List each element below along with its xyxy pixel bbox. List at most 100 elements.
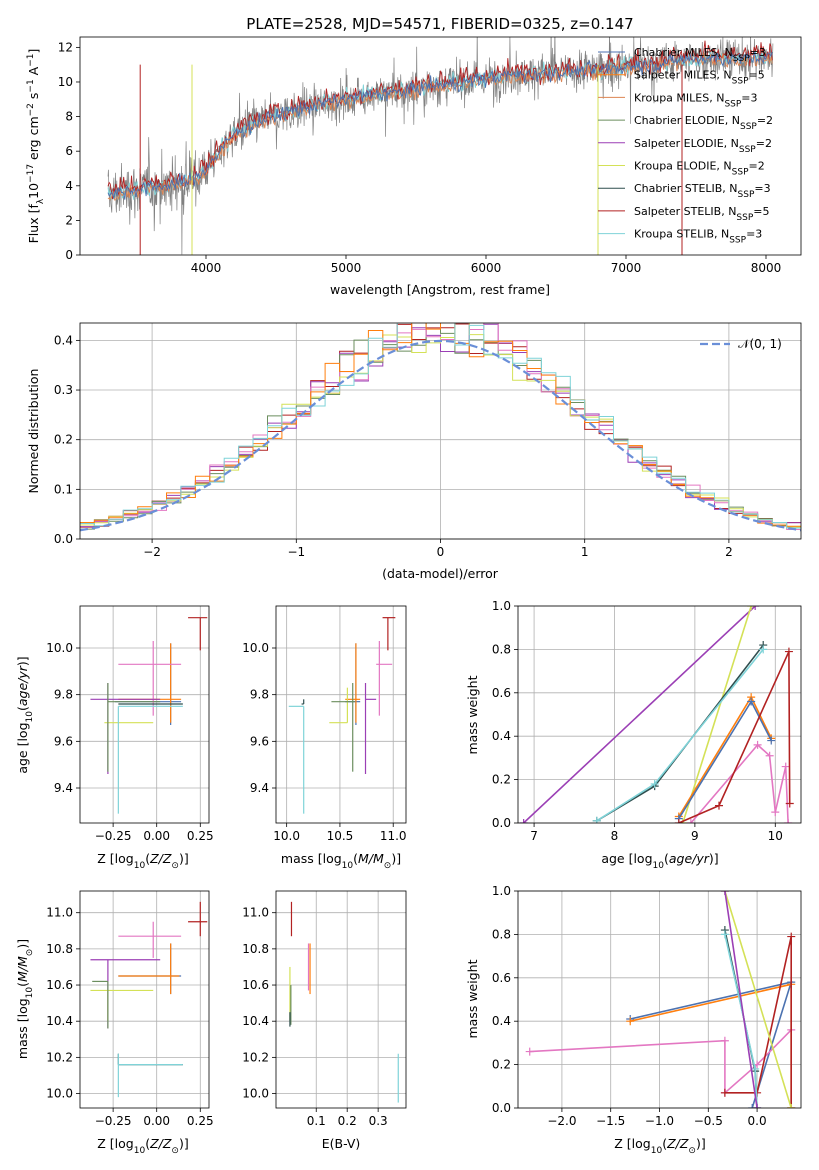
label-part: Z [log — [97, 1136, 133, 1151]
label-part: SSP — [740, 122, 757, 132]
weight-series-line — [724, 891, 792, 1108]
label-part: SSP — [738, 190, 755, 200]
label-part: 10 — [25, 711, 35, 723]
x-tick-label: −2 — [143, 545, 161, 559]
y-axis-label: Normed distribution — [26, 369, 41, 494]
x-tick-label: 6000 — [471, 261, 502, 275]
plot-area — [90, 617, 208, 814]
weight-series-line — [682, 606, 752, 823]
label-part: =5 — [753, 205, 769, 218]
y-tick-label: 2 — [65, 213, 73, 227]
y-tick-label: 1.0 — [492, 884, 511, 898]
weight-series-line — [690, 743, 789, 823]
label-part: Z [log — [97, 851, 133, 866]
weight-series-marker — [767, 736, 776, 745]
y-tick-label: 10.6 — [242, 978, 269, 992]
label-part: )] — [179, 851, 189, 866]
weight-series-marker — [678, 819, 687, 823]
x-tick-label: −1.5 — [596, 1114, 625, 1128]
weight-series-marker — [519, 819, 528, 823]
y-tick-label: 10.4 — [242, 1014, 269, 1028]
label-part: SSP — [732, 168, 749, 178]
y-tick-label: 0.4 — [54, 333, 73, 347]
x-tick-label: 0.25 — [187, 829, 214, 843]
label-part: =5 — [749, 69, 765, 82]
label-part: 10 — [25, 987, 35, 999]
plot-area — [289, 901, 399, 1103]
y-tick-label: 9.6 — [250, 734, 269, 748]
x-axis-label: (data-model)/error — [382, 566, 499, 581]
x-tick-label: 10.0 — [273, 829, 300, 843]
label-part: age [log — [15, 722, 30, 773]
weight-series-marker — [771, 808, 780, 817]
plot-area — [107, 37, 774, 255]
legend-label: Chabrier ELODIE, NSSP=2 — [634, 114, 773, 132]
axes-frame — [517, 605, 802, 824]
y-tick-label: 9.4 — [54, 781, 73, 795]
label-part: ( — [353, 851, 358, 866]
x-tick-label: 9 — [691, 829, 699, 843]
weight-series-marker — [720, 930, 729, 939]
y-tick-label: 0.8 — [492, 642, 511, 656]
y-axis-label: mass weight — [465, 675, 480, 754]
x-axis-label: Z [log10(Z/Z⊙)] — [97, 851, 188, 871]
y-tick-label: 0.6 — [492, 971, 511, 985]
label-part: =3 — [750, 46, 766, 59]
weight-series-marker — [686, 819, 695, 823]
legend-label: Salpeter MILES, NSSP=5 — [634, 69, 765, 87]
plot-area — [519, 606, 794, 823]
label-part: Z/Z — [149, 1136, 172, 1151]
histogram-axes: −2 −1 0 1 2 0.0 0.1 0.2 0.3 0.4 𝒩(0, 1) (data-model… — [26, 322, 802, 581]
axes-frame — [79, 605, 210, 824]
weight-series-marker — [747, 697, 756, 706]
label-part: =3 — [746, 228, 762, 241]
weight-series-marker — [759, 645, 768, 654]
y-tick-label: 0.2 — [492, 1058, 511, 1072]
data-point — [188, 617, 208, 651]
label-part: −1 — [26, 54, 36, 67]
label-part: Chabrier MILES, N — [634, 46, 733, 59]
x-tick-label: 0.1 — [307, 1114, 326, 1128]
y-tick-label: 9.8 — [250, 688, 269, 702]
label-part: M/M — [358, 851, 384, 866]
weight-series-line — [724, 936, 792, 1108]
legend-label: Kroupa MILES, NSSP=3 — [634, 91, 758, 109]
x-tick-label: 10 — [768, 829, 783, 843]
y-axis-label: Flux [fλ10−17 erg cm−2 s−1 A−1] — [26, 49, 46, 244]
x-axis-label: Z [log10(Z/Z⊙)] — [614, 1136, 705, 1156]
weight-series-marker — [751, 606, 760, 610]
y-tick-label: 0.6 — [492, 686, 511, 700]
weight-series-line — [523, 606, 756, 823]
y-tick-label: 10.8 — [242, 942, 269, 956]
label-part: Salpeter MILES, N — [634, 69, 732, 82]
x-tick-label: 11.0 — [380, 829, 407, 843]
y-tick-label: 10.2 — [242, 1050, 269, 1064]
weight-series-marker — [753, 740, 762, 749]
plot-area — [90, 901, 208, 1098]
weight-series-marker — [525, 1047, 534, 1056]
label-part: )] — [179, 1136, 189, 1151]
plot-area — [80, 323, 801, 532]
z-age-axes: −0.25 0.00 0.259.49.69.810.0Z [log10(Z/Z⊙)… — [15, 605, 214, 871]
label-part: Flux [f — [26, 204, 41, 244]
label-part: 10 — [653, 861, 665, 871]
label-part: =2 — [749, 160, 765, 173]
x-tick-label: 0.00 — [143, 829, 170, 843]
weight-series-marker — [650, 779, 659, 788]
y-axis-label: age [log10(age/yr)] — [15, 656, 35, 773]
data-point — [331, 683, 355, 772]
y-axis-label: mass [log10(M/M⊙)] — [15, 939, 35, 1059]
label-part: −1 — [26, 79, 36, 92]
label-part: λ — [36, 198, 46, 204]
y-tick-label: 10.0 — [46, 1087, 73, 1101]
y-tick-label: 6 — [65, 144, 73, 158]
axes-frame — [79, 322, 802, 540]
label-part: Chabrier ELODIE, N — [634, 114, 740, 127]
weight-series-marker — [784, 647, 793, 656]
x-tick-label: 0.25 — [187, 1114, 214, 1128]
legend-label: Kroupa ELODIE, NSSP=2 — [634, 160, 765, 178]
label-part: ( — [664, 851, 669, 866]
weight-series-marker — [626, 1017, 635, 1026]
weight-series-marker — [714, 801, 723, 810]
